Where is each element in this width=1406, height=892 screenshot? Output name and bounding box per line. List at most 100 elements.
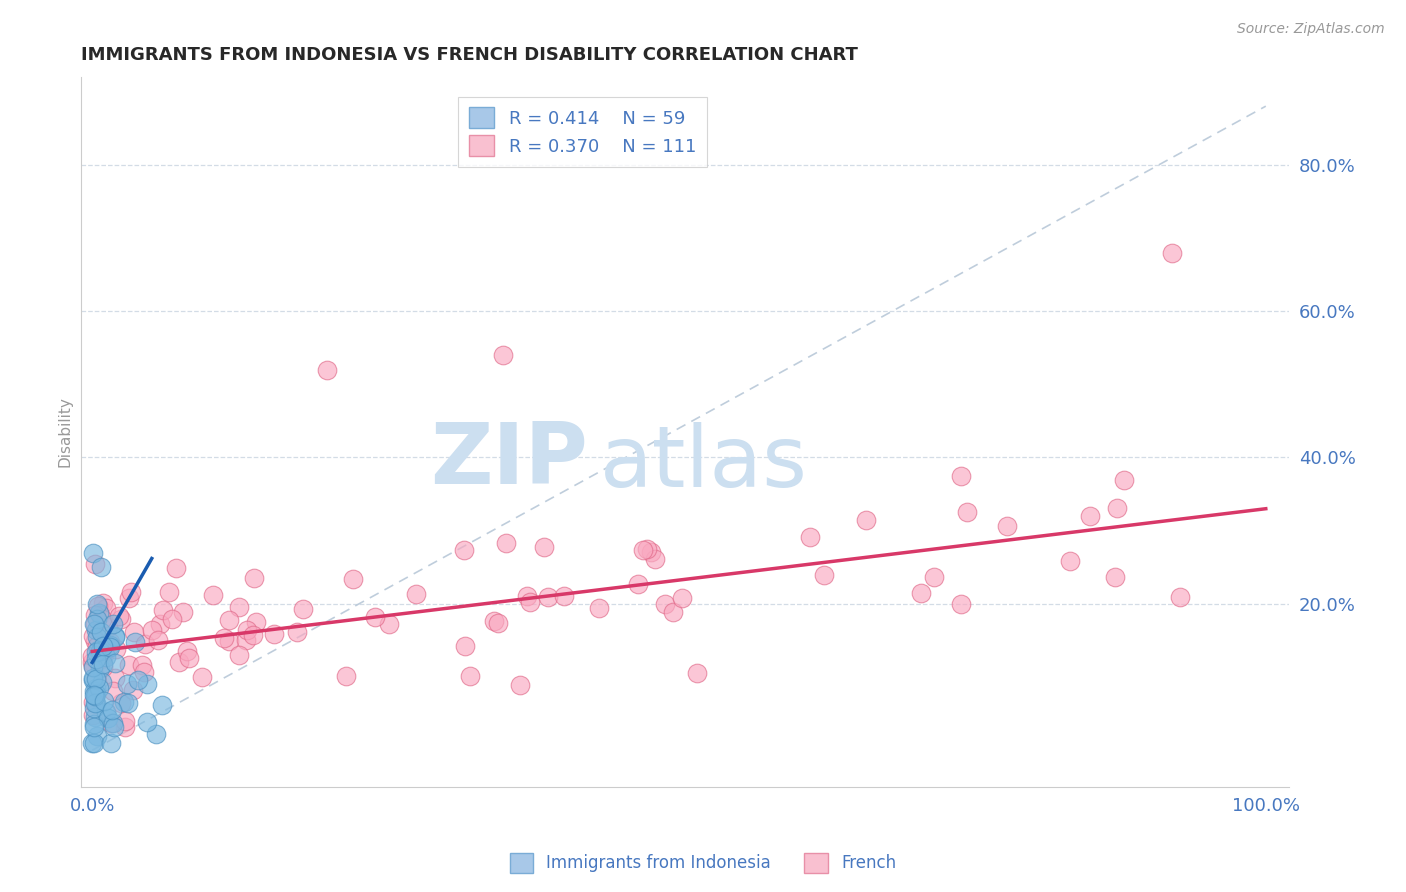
Point bbox=[84, 673, 107, 687]
Point bbox=[91, 640, 114, 654]
Point bbox=[458, 669, 481, 683]
Point bbox=[165, 561, 187, 575]
Point bbox=[89, 644, 111, 658]
Point bbox=[122, 683, 145, 698]
Point bbox=[91, 612, 114, 626]
Point bbox=[83, 616, 105, 631]
Point bbox=[636, 542, 658, 557]
Point bbox=[104, 629, 127, 643]
Point bbox=[956, 505, 979, 519]
Point bbox=[87, 606, 110, 620]
Point bbox=[97, 710, 120, 724]
Y-axis label: Disability: Disability bbox=[58, 396, 72, 467]
Point bbox=[103, 716, 125, 731]
Text: IMMIGRANTS FROM INDONESIA VS FRENCH DISABILITY CORRELATION CHART: IMMIGRANTS FROM INDONESIA VS FRENCH DISA… bbox=[80, 46, 858, 64]
Point bbox=[627, 577, 650, 591]
Point bbox=[84, 558, 107, 572]
Point bbox=[86, 729, 108, 743]
Point bbox=[631, 543, 654, 558]
Point bbox=[173, 605, 195, 619]
Point bbox=[516, 590, 538, 604]
Point bbox=[83, 688, 105, 702]
Point bbox=[96, 601, 118, 615]
Point bbox=[134, 665, 156, 679]
Point bbox=[127, 673, 149, 688]
Text: Source: ZipAtlas.com: Source: ZipAtlas.com bbox=[1237, 22, 1385, 37]
Point bbox=[1078, 508, 1101, 523]
Point bbox=[179, 651, 201, 665]
Point bbox=[922, 570, 945, 584]
Point bbox=[91, 596, 114, 610]
Point bbox=[83, 616, 105, 631]
Point bbox=[686, 665, 709, 680]
Point bbox=[86, 598, 108, 612]
Point bbox=[553, 589, 575, 603]
Point bbox=[83, 720, 105, 734]
Point bbox=[84, 645, 107, 659]
Point bbox=[103, 684, 125, 698]
Point bbox=[97, 620, 120, 634]
Point bbox=[342, 572, 364, 586]
Point bbox=[90, 625, 112, 640]
Point bbox=[90, 560, 112, 574]
Point bbox=[84, 607, 107, 622]
Point bbox=[141, 623, 163, 637]
Point bbox=[291, 602, 314, 616]
Point bbox=[495, 535, 517, 549]
Point bbox=[486, 615, 509, 630]
Point bbox=[101, 617, 124, 632]
Point bbox=[83, 700, 105, 714]
Point bbox=[82, 648, 104, 663]
Point bbox=[640, 545, 662, 559]
Point bbox=[84, 687, 107, 701]
Point bbox=[84, 671, 107, 685]
Point bbox=[84, 681, 107, 695]
Point bbox=[995, 519, 1018, 533]
Point bbox=[484, 615, 506, 629]
Point bbox=[104, 671, 127, 685]
Point bbox=[90, 674, 112, 689]
Point bbox=[492, 348, 515, 362]
Point bbox=[120, 585, 142, 599]
Point bbox=[83, 736, 105, 750]
Point bbox=[235, 632, 257, 647]
Point bbox=[228, 600, 250, 615]
Point bbox=[82, 708, 104, 723]
Point bbox=[218, 613, 240, 627]
Point bbox=[84, 634, 107, 648]
Point bbox=[644, 551, 666, 566]
Point bbox=[662, 605, 685, 619]
Point bbox=[89, 661, 111, 675]
Point bbox=[378, 616, 401, 631]
Point bbox=[150, 698, 173, 712]
Point bbox=[98, 635, 121, 649]
Point bbox=[104, 630, 127, 644]
Point bbox=[100, 715, 122, 730]
Point bbox=[316, 362, 339, 376]
Point bbox=[84, 696, 107, 710]
Point bbox=[104, 657, 127, 671]
Point bbox=[453, 543, 475, 558]
Point bbox=[124, 625, 146, 640]
Point bbox=[243, 571, 266, 585]
Point bbox=[110, 696, 132, 710]
Point bbox=[86, 630, 108, 644]
Point bbox=[83, 716, 105, 731]
Text: ZIP: ZIP bbox=[430, 418, 588, 502]
Point bbox=[588, 601, 610, 615]
Point bbox=[86, 642, 108, 657]
Legend: R = 0.414    N = 59, R = 0.370    N = 111: R = 0.414 N = 59, R = 0.370 N = 111 bbox=[458, 96, 707, 167]
Point bbox=[100, 703, 122, 717]
Point bbox=[228, 648, 250, 662]
Point bbox=[235, 623, 257, 637]
Point bbox=[112, 695, 135, 709]
Point bbox=[1104, 570, 1126, 584]
Point bbox=[82, 658, 104, 673]
Point bbox=[855, 513, 877, 527]
Point bbox=[160, 612, 183, 626]
Point bbox=[124, 635, 146, 649]
Point bbox=[94, 646, 117, 660]
Point bbox=[519, 595, 541, 609]
Point bbox=[86, 612, 108, 626]
Point bbox=[509, 678, 531, 692]
